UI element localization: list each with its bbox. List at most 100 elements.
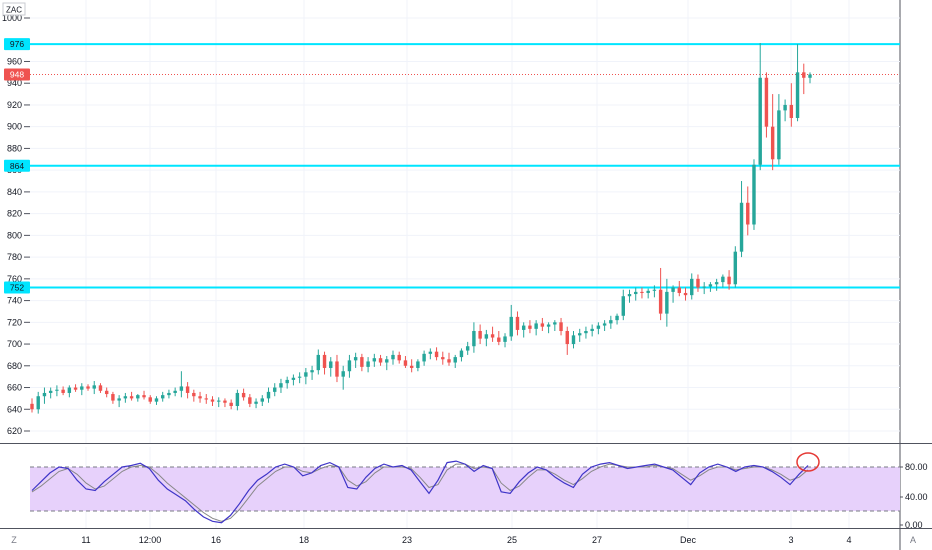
candle	[297, 372, 302, 384]
price-tick-label: 1000	[2, 13, 22, 23]
price-tick-label: 940	[7, 78, 22, 88]
candle	[553, 320, 557, 332]
candle	[266, 387, 271, 403]
candle	[86, 384, 90, 391]
price-tick-label: 800	[7, 230, 22, 240]
candle	[721, 274, 725, 288]
candle	[229, 399, 233, 410]
candle	[98, 383, 103, 393]
stochastic-axis: 80.00 40.00 0.00	[900, 462, 928, 530]
candle	[733, 246, 738, 288]
candle	[42, 387, 47, 404]
candle	[509, 304, 513, 341]
candle	[621, 289, 625, 321]
hline-badge-976: 976	[4, 38, 30, 51]
candle	[802, 63, 806, 95]
time-tick-label: 4	[846, 535, 851, 545]
candle	[671, 285, 675, 303]
price-tick-label: 780	[7, 252, 22, 262]
z-label[interactable]: Z	[11, 535, 17, 545]
candle	[198, 391, 202, 403]
candle	[192, 389, 196, 402]
price-tick-label: 740	[7, 296, 22, 306]
candle	[353, 352, 358, 368]
time-axis[interactable]: 11 12:00 16 18 23 25 27 Dec 3 4	[81, 535, 851, 545]
time-tick-label: 27	[592, 535, 602, 545]
candle	[67, 385, 72, 398]
candle	[708, 282, 713, 292]
candle	[546, 322, 551, 334]
candle	[360, 353, 364, 372]
price-tick-label: 620	[7, 426, 22, 436]
svg-text:864: 864	[10, 161, 24, 171]
candle	[217, 397, 221, 408]
candle	[472, 322, 476, 353]
candle	[378, 354, 383, 366]
candle	[30, 398, 34, 413]
stochastic-k-line	[31, 460, 809, 524]
hline-badge-752: 752	[4, 281, 30, 294]
time-tick-label: 16	[211, 535, 221, 545]
candle	[329, 357, 333, 377]
stochastic-tick-label: 40.00	[905, 492, 928, 502]
candle	[658, 267, 663, 321]
candle	[123, 392, 128, 403]
hline-badge-864: 864	[4, 159, 30, 172]
candle	[652, 285, 657, 298]
candle	[235, 389, 240, 411]
candle	[148, 395, 152, 404]
candle	[540, 317, 545, 332]
candle	[285, 376, 289, 389]
candle	[578, 328, 582, 342]
candle	[534, 320, 538, 336]
candle	[497, 331, 501, 346]
price-tick-label: 660	[7, 383, 22, 393]
candle	[758, 42, 762, 171]
candle	[391, 350, 395, 365]
time-tick-label: 25	[507, 535, 517, 545]
candle	[783, 99, 787, 122]
candle	[459, 348, 464, 362]
candle	[478, 324, 482, 345]
candle	[465, 341, 470, 355]
stochastic-fill	[30, 467, 900, 511]
candle	[310, 365, 314, 380]
candle	[385, 356, 389, 371]
svg-text:948: 948	[10, 70, 24, 80]
candle	[55, 385, 59, 397]
price-tick-label: 640	[7, 404, 22, 414]
time-tick-label: 23	[402, 535, 412, 545]
candle	[279, 378, 283, 393]
time-tick-label: Dec	[680, 535, 697, 545]
candle	[683, 287, 688, 301]
candle	[372, 353, 377, 367]
candle	[117, 395, 121, 408]
candle	[36, 391, 40, 414]
stochastic-lines	[31, 452, 820, 524]
candle	[665, 278, 669, 327]
a-label[interactable]: A	[910, 535, 916, 545]
candle	[179, 371, 184, 398]
highlight-circle	[796, 452, 820, 472]
candle	[80, 383, 84, 396]
candle	[129, 391, 134, 401]
candle	[167, 389, 171, 399]
candle	[515, 311, 520, 336]
price-tick-label: 840	[7, 187, 22, 197]
price-tick-label: 900	[7, 122, 22, 132]
candle	[528, 320, 532, 334]
price-tick-label: 760	[7, 274, 22, 284]
candle	[571, 331, 576, 349]
candle	[273, 383, 277, 397]
candle	[640, 287, 644, 299]
candle	[366, 357, 370, 373]
price-tick-label: 880	[7, 143, 22, 153]
candle	[416, 359, 420, 372]
candle	[111, 391, 115, 404]
candle	[696, 274, 700, 292]
candle	[590, 324, 594, 337]
candle	[210, 396, 215, 407]
candle	[403, 356, 408, 368]
